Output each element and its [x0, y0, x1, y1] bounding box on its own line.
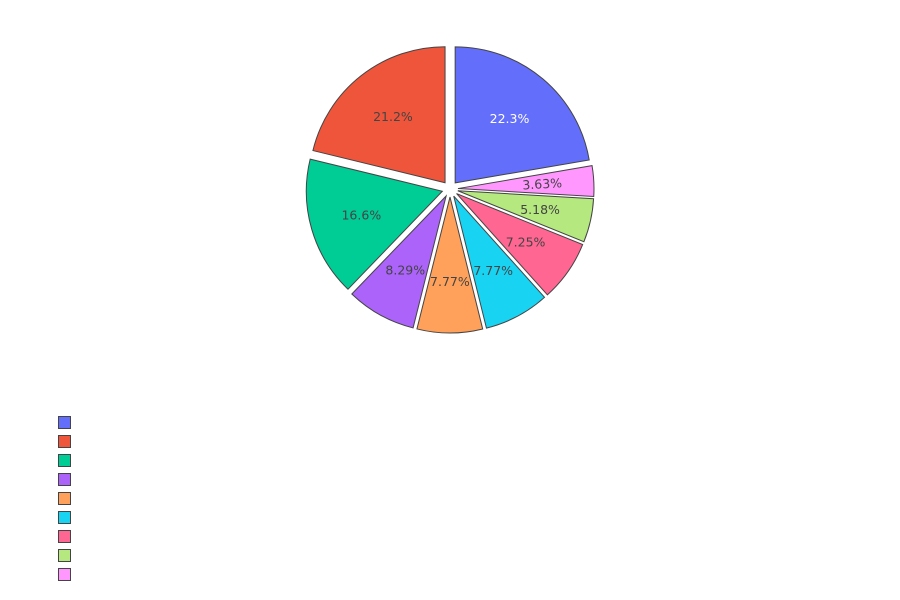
pie-slice-8	[305, 158, 444, 290]
pie-slice-label-8: 16.6%	[341, 207, 381, 222]
pie-slice-9	[312, 46, 446, 184]
legend-swatch-2[interactable]	[58, 435, 71, 448]
legend-swatch-6[interactable]	[58, 511, 71, 524]
pie-slice-label-9: 21.2%	[373, 109, 413, 124]
pie-slice-4	[456, 193, 584, 296]
pie-slice-2	[457, 165, 595, 198]
pie-slice-label-6: 7.77%	[430, 274, 470, 289]
pie-slice-label-1: 22.3%	[490, 111, 530, 126]
pie-slice-3	[457, 190, 595, 243]
legend-swatch-1[interactable]	[58, 416, 71, 429]
legend-swatch-8[interactable]	[58, 549, 71, 562]
legend-swatch-3[interactable]	[58, 454, 71, 467]
pie-slice-5	[453, 195, 546, 329]
legend-swatch-4[interactable]	[58, 473, 71, 486]
pie-slice-1	[454, 46, 590, 184]
legend-swatch-9[interactable]	[58, 568, 71, 581]
pie-slice-label-3: 5.18%	[520, 202, 560, 217]
pie-slice-label-7: 8.29%	[385, 262, 425, 277]
pie-slice-6	[416, 196, 484, 334]
pie-slice-label-4: 7.25%	[506, 235, 546, 250]
pie-slice-label-2: 3.63%	[522, 175, 563, 192]
pie-slice-label-5: 7.77%	[473, 263, 513, 278]
legend-swatch-7[interactable]	[58, 530, 71, 543]
pie-slices	[305, 46, 595, 334]
pie-slice-7	[351, 194, 448, 329]
legend-swatch-5[interactable]	[58, 492, 71, 505]
pie-slice-labels: 22.3% 3.63% 5.18% 7.25% 7.77%7.77% 8.29% 16.6%…	[341, 109, 562, 289]
legend	[58, 416, 71, 581]
